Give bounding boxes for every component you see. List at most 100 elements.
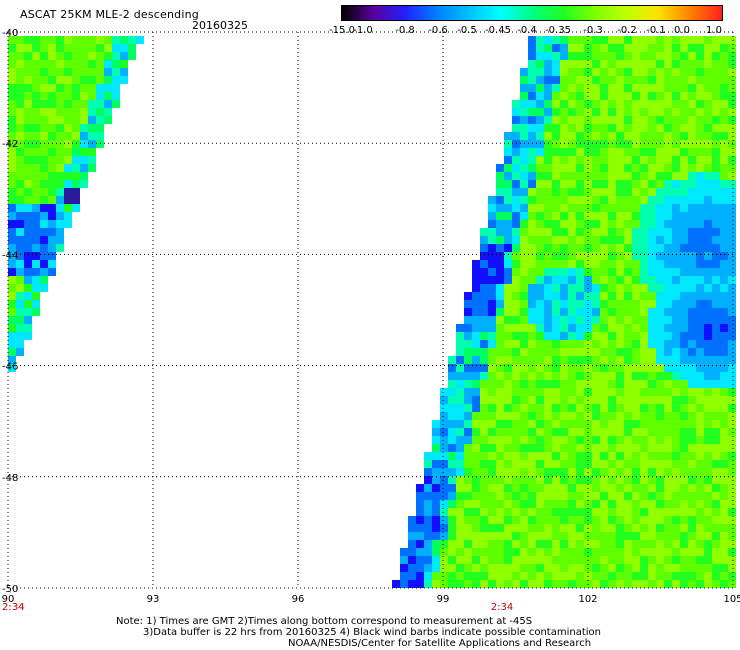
swath-cell xyxy=(48,244,56,252)
swath-cell xyxy=(656,476,664,484)
swath-cell xyxy=(672,428,680,436)
swath-cell xyxy=(56,236,64,244)
swath-cell xyxy=(688,196,696,204)
swath-cell xyxy=(624,108,632,116)
swath-cell xyxy=(512,412,520,420)
swath-cell xyxy=(640,324,648,332)
swath-cell xyxy=(688,500,696,508)
swath-cell xyxy=(592,380,600,388)
swath-cell xyxy=(488,196,496,204)
swath-cell xyxy=(520,236,528,244)
swath-cell xyxy=(528,188,536,196)
swath-cell xyxy=(544,68,552,76)
swath-cell xyxy=(648,388,656,396)
swath-cell xyxy=(512,196,520,204)
swath-cell xyxy=(640,188,648,196)
swath-cell xyxy=(432,548,440,556)
swath-cell xyxy=(720,68,728,76)
swath-cell xyxy=(16,284,24,292)
swath-cell xyxy=(696,148,704,156)
swath-cell xyxy=(504,556,512,564)
swath-cell xyxy=(544,484,552,492)
swath-cell xyxy=(440,404,448,412)
swath-cell xyxy=(688,580,696,588)
swath-cell xyxy=(16,164,24,172)
swath-cell xyxy=(680,412,688,420)
swath-cell xyxy=(480,260,488,268)
swath-cell xyxy=(512,388,520,396)
swath-cell xyxy=(472,340,480,348)
swath-cell xyxy=(520,332,528,340)
swath-cell xyxy=(88,164,96,172)
swath-cell xyxy=(512,428,520,436)
swath-cell xyxy=(56,116,64,124)
swath-cell xyxy=(512,300,520,308)
swath-cell xyxy=(16,68,24,76)
swath-cell xyxy=(504,180,512,188)
swath-cell xyxy=(712,420,720,428)
swath-cell xyxy=(568,468,576,476)
swath-cell xyxy=(520,212,528,220)
swath-cell xyxy=(592,572,600,580)
colorbar-label: -1.0 xyxy=(353,25,373,36)
swath-cell xyxy=(560,292,568,300)
swath-cell xyxy=(592,172,600,180)
swath-cell xyxy=(536,500,544,508)
swath-cell xyxy=(656,316,664,324)
swath-cell xyxy=(56,244,64,252)
swath-cell xyxy=(728,60,736,68)
swath-cell xyxy=(24,236,32,244)
swath-cell xyxy=(672,116,680,124)
swath-cell xyxy=(48,116,56,124)
swath-cell xyxy=(664,452,672,460)
swath-cell xyxy=(536,348,544,356)
swath-cell xyxy=(456,332,464,340)
swath-cell xyxy=(600,492,608,500)
swath-cell xyxy=(464,364,472,372)
swath-cell xyxy=(688,364,696,372)
swath-cell xyxy=(32,300,40,308)
swath-cell xyxy=(568,68,576,76)
swath-cell xyxy=(8,212,16,220)
swath-cell xyxy=(712,468,720,476)
swath-cell xyxy=(712,100,720,108)
swath-cell xyxy=(608,388,616,396)
swath-cell xyxy=(656,36,664,44)
swath-cell xyxy=(104,84,112,92)
swath-cell xyxy=(488,420,496,428)
swath-cell xyxy=(728,572,736,580)
swath-cell xyxy=(496,196,504,204)
swath-cell xyxy=(624,332,632,340)
swath-cell xyxy=(552,500,560,508)
swath-cell xyxy=(704,364,712,372)
swath-cell xyxy=(72,116,80,124)
swath-cell xyxy=(616,556,624,564)
swath-cell xyxy=(688,316,696,324)
swath-cell xyxy=(560,476,568,484)
swath-cell xyxy=(592,436,600,444)
swath-cell xyxy=(496,356,504,364)
swath-cell xyxy=(624,260,632,268)
swath-cell xyxy=(672,260,680,268)
swath-cell xyxy=(616,468,624,476)
swath-cell xyxy=(488,332,496,340)
swath-cell xyxy=(448,396,456,404)
swath-cell xyxy=(504,196,512,204)
swath-cell xyxy=(688,124,696,132)
swath-cell xyxy=(512,180,520,188)
axis-ticks: 90 93 96 99 102 105-40-42-44-46-48-502:34 2:34 xyxy=(2,28,740,610)
swath-cell xyxy=(712,124,720,132)
swath-cell xyxy=(504,260,512,268)
swath-cell xyxy=(544,404,552,412)
swath-cell xyxy=(696,284,704,292)
swath-cell xyxy=(608,572,616,580)
swath-cell xyxy=(704,180,712,188)
swath-cell xyxy=(40,212,48,220)
swath-cell xyxy=(600,244,608,252)
swath-cell xyxy=(440,548,448,556)
swath-cell xyxy=(672,572,680,580)
swath-cell xyxy=(720,308,728,316)
swath-cell xyxy=(560,244,568,252)
swath-cell xyxy=(464,428,472,436)
swath-cell xyxy=(64,84,72,92)
